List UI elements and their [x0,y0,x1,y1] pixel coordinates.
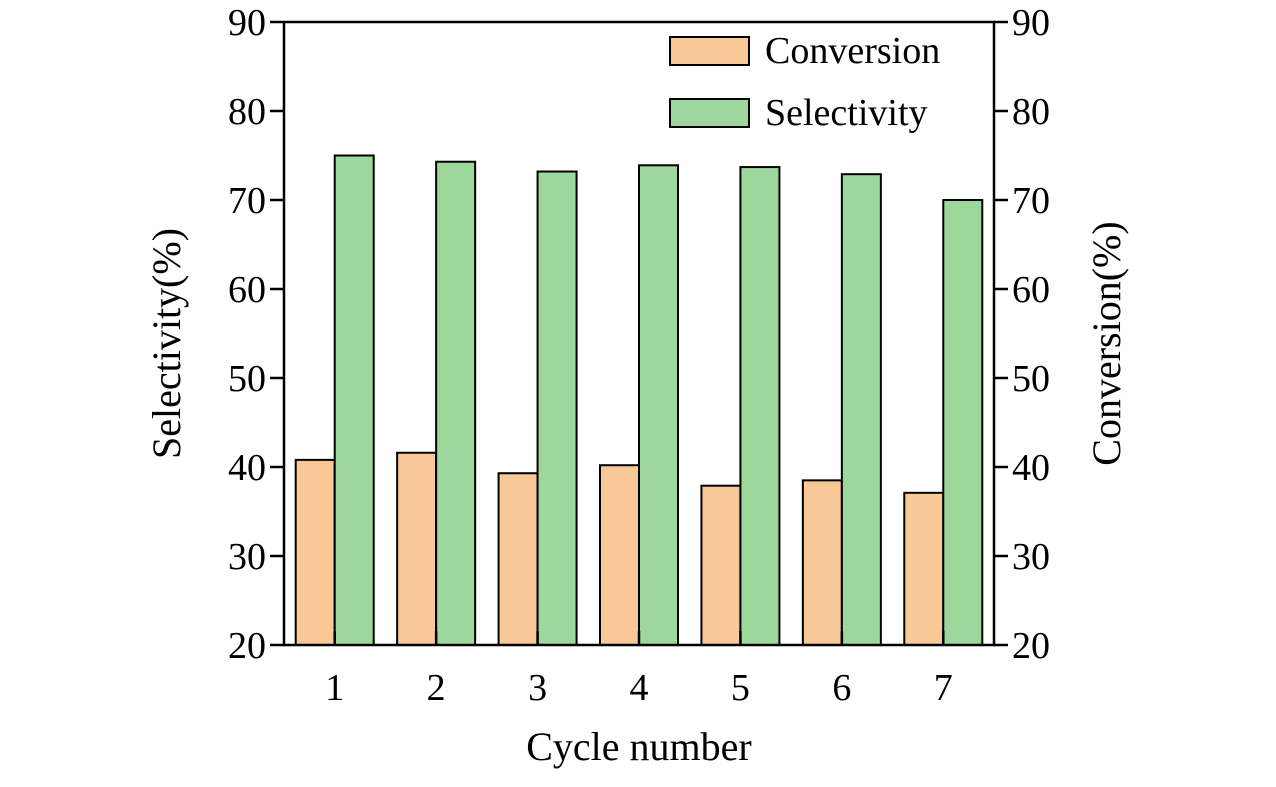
bar-conversion-cycle-3 [497,472,539,647]
right-y-tick-label: 60 [1012,269,1050,311]
left-y-axis-title: Selectivity(%) [144,228,189,459]
x-axis-title: Cycle number [526,724,752,769]
bar-conversion-cycle-2 [396,451,438,647]
bar-conversion-cycle-6 [801,479,843,646]
bar-selectivity-cycle-1 [333,154,375,646]
x-tick-label: 1 [325,667,344,709]
left-y-tick-label: 70 [228,180,266,222]
bar-conversion-cycle-7 [903,491,945,646]
bar-selectivity-cycle-6 [840,173,882,646]
ticks-layer [270,20,1008,647]
bar-selectivity-cycle-7 [942,199,984,646]
bar-selectivity-cycle-5 [739,166,781,646]
x-tick-label: 2 [427,667,446,709]
x-tick-label: 6 [832,667,851,709]
left-y-tick-label: 50 [228,358,266,400]
bar-conversion-cycle-1 [294,458,336,646]
right-y-tick-label: 20 [1012,625,1050,667]
right-y-axis-title: Conversion(%) [1084,221,1129,465]
right-y-tick-label: 80 [1012,91,1050,133]
labels-layer: 1 2 3 4 5 6 7 20 20 30 30 40 40 50 50 60 60 70 70 80 80 90 90 [228,2,1050,709]
x-tick-label: 4 [630,667,649,709]
bar-selectivity-cycle-4 [638,164,679,646]
bar-selectivity-cycle-2 [435,160,477,646]
left-y-tick-label: 20 [228,625,266,667]
legend-label-selectivity: Selectivity [765,92,928,134]
right-y-tick-label: 90 [1012,2,1050,44]
left-y-tick-label: 90 [228,2,266,44]
right-y-tick-label: 30 [1012,536,1050,578]
x-tick-label: 5 [731,667,750,709]
x-tick-label: 7 [934,667,953,709]
legend-label-conversion: Conversion [765,30,940,72]
left-y-tick-label: 60 [228,269,266,311]
bar-selectivity-cycle-3 [536,170,578,647]
left-y-tick-label: 80 [228,91,266,133]
bar-conversion-cycle-5 [700,484,742,646]
legend-swatch-selectivity [669,98,750,128]
left-y-tick-label: 30 [228,536,266,578]
bar-conversion-cycle-4 [599,464,640,646]
legend: Conversion Selectivity [669,30,940,134]
right-y-tick-label: 40 [1012,447,1050,489]
left-y-tick-label: 40 [228,447,266,489]
bars-layer [294,154,984,647]
x-tick-label: 3 [528,667,547,709]
right-y-tick-label: 70 [1012,180,1050,222]
right-y-tick-label: 50 [1012,358,1050,400]
legend-swatch-conversion [669,36,750,66]
